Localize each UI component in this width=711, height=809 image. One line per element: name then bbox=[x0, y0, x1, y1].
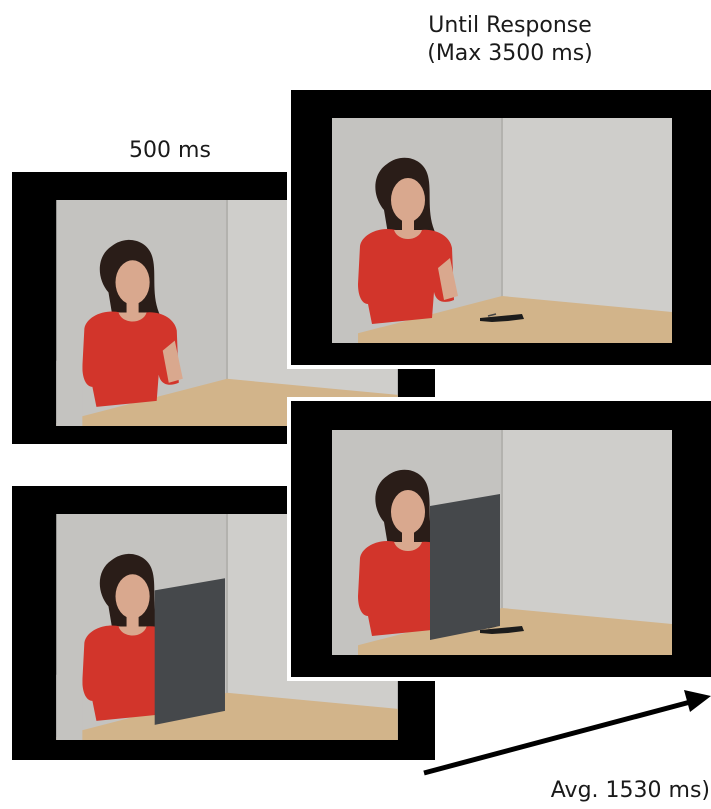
until-response-label: Until Response bbox=[428, 13, 592, 38]
occluder-frame-right bbox=[291, 401, 711, 677]
avg-duration-label: Avg. 1530 ms) bbox=[550, 778, 710, 803]
max-duration-label: (Max 3500 ms) bbox=[427, 41, 593, 66]
arrow-head-icon bbox=[684, 690, 711, 712]
response-frame bbox=[291, 90, 711, 365]
duration-500-label: 500 ms bbox=[129, 138, 211, 163]
arrow-shaft bbox=[423, 698, 695, 776]
